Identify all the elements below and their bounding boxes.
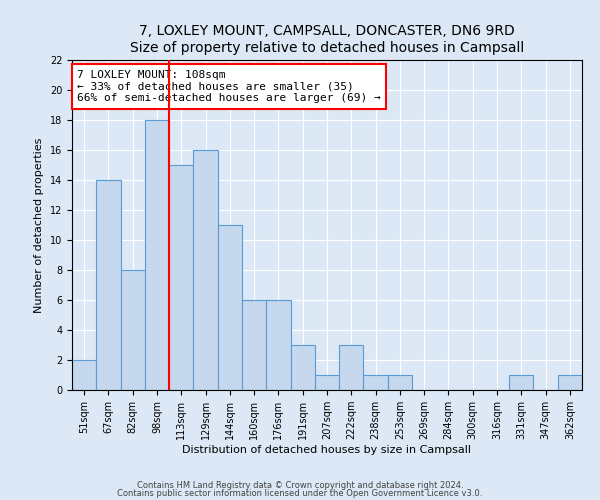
Y-axis label: Number of detached properties: Number of detached properties xyxy=(34,138,44,312)
Bar xyxy=(96,180,121,390)
Bar xyxy=(242,300,266,390)
Bar xyxy=(558,375,582,390)
Title: 7, LOXLEY MOUNT, CAMPSALL, DONCASTER, DN6 9RD
Size of property relative to detac: 7, LOXLEY MOUNT, CAMPSALL, DONCASTER, DN… xyxy=(130,24,524,54)
Bar xyxy=(193,150,218,390)
Bar xyxy=(169,165,193,390)
Bar xyxy=(339,345,364,390)
Bar xyxy=(509,375,533,390)
Text: Contains public sector information licensed under the Open Government Licence v3: Contains public sector information licen… xyxy=(118,489,482,498)
Bar xyxy=(290,345,315,390)
Text: Contains HM Land Registry data © Crown copyright and database right 2024.: Contains HM Land Registry data © Crown c… xyxy=(137,480,463,490)
Bar xyxy=(388,375,412,390)
Bar xyxy=(72,360,96,390)
Bar xyxy=(145,120,169,390)
Text: 7 LOXLEY MOUNT: 108sqm
← 33% of detached houses are smaller (35)
66% of semi-det: 7 LOXLEY MOUNT: 108sqm ← 33% of detached… xyxy=(77,70,381,103)
Bar xyxy=(218,225,242,390)
X-axis label: Distribution of detached houses by size in Campsall: Distribution of detached houses by size … xyxy=(182,445,472,455)
Bar xyxy=(121,270,145,390)
Bar xyxy=(266,300,290,390)
Bar xyxy=(364,375,388,390)
Bar xyxy=(315,375,339,390)
